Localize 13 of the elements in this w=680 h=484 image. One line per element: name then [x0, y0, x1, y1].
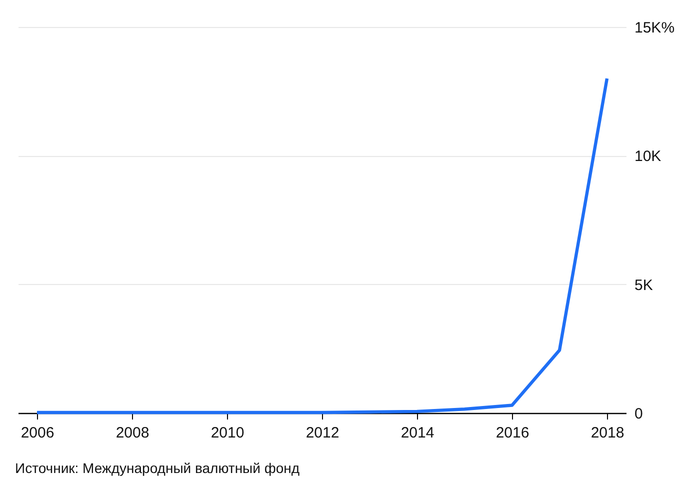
y-tick-label: 15K% [634, 20, 675, 36]
y-tick-label: 0 [634, 406, 643, 422]
y-tick-label: 10K [634, 148, 662, 166]
x-tick-label: 2010 [210, 424, 244, 442]
text: Источник: Международный валютный фонд [15, 460, 300, 476]
y-tick-label: 5K [634, 276, 653, 294]
x-tick-label: 2018 [590, 424, 624, 442]
x-tick-label: 2008 [116, 424, 150, 442]
x-tick-label: 2006 [20, 424, 54, 442]
x-tick-label: 2014 [400, 424, 434, 442]
line-series [35, 76, 609, 414]
x-tick-label: 2016 [496, 424, 530, 442]
x-tick-label: 2012 [306, 424, 340, 442]
